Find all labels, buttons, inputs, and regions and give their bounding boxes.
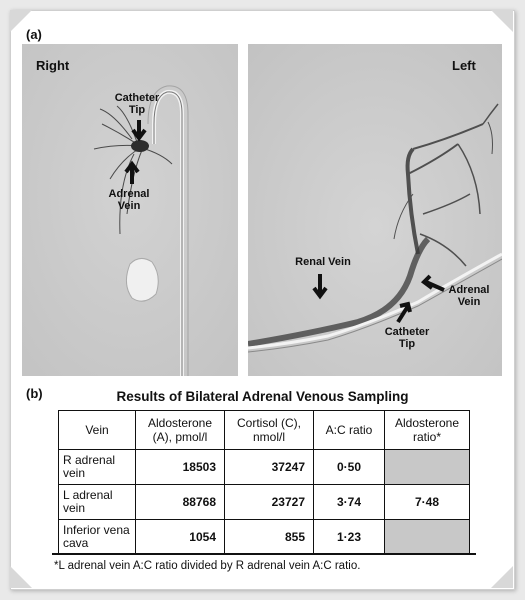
cell-aldosterone-ratio-empty <box>384 519 470 555</box>
table-header-row: Vein Aldosterone (A), pmol/l Cortisol (C… <box>58 410 470 450</box>
cell-ac-ratio: 3·74 <box>313 484 385 520</box>
cell-ac-ratio: 1·23 <box>313 519 385 555</box>
cell-aldosterone-ratio-empty <box>384 449 470 485</box>
cell-aldosterone: 18503 <box>135 449 225 485</box>
cell-cortisol: 855 <box>224 519 314 555</box>
photo-corner-top-right <box>491 10 513 32</box>
cell-vein: L adrenal vein <box>58 484 136 520</box>
panel-b-label: (b) <box>26 386 43 401</box>
cell-ac-ratio: 0·50 <box>313 449 385 485</box>
table-row: Inferior vena cava 1054 855 1·23 <box>58 519 470 555</box>
cell-vein: Inferior vena cava <box>58 519 136 555</box>
cell-aldosterone: 1054 <box>135 519 225 555</box>
left-angiogram-graphic <box>248 44 502 376</box>
table-footnote: *L adrenal vein A:C ratio divided by R a… <box>54 560 361 572</box>
cell-aldosterone: 88768 <box>135 484 225 520</box>
photo-corner-bottom-right <box>491 566 513 588</box>
header-cortisol: Cortisol (C), nmol/l <box>224 410 314 450</box>
right-angiogram-graphic <box>22 44 238 376</box>
left-adrenal-vein-label: Adrenal Vein <box>448 284 490 308</box>
photo-corner-top-left <box>10 10 32 32</box>
header-ac-ratio: A:C ratio <box>313 410 385 450</box>
cell-vein: R adrenal vein <box>58 449 136 485</box>
cell-cortisol: 37247 <box>224 449 314 485</box>
header-vein: Vein <box>58 410 136 450</box>
table-row: L adrenal vein 88768 23727 3·74 7·48 <box>58 484 470 520</box>
right-adrenal-vein-label: Adrenal Vein <box>108 188 150 212</box>
header-aldosterone-ratio: Aldosterone ratio* <box>384 410 470 450</box>
header-aldosterone: Aldosterone (A), pmol/l <box>135 410 225 450</box>
footnote-divider <box>52 553 476 555</box>
right-adrenal-angiogram: Right Catheter Tip Adrenal Vein <box>22 44 238 376</box>
left-side-label: Left <box>452 58 476 73</box>
left-catheter-tip-label: Catheter Tip <box>384 326 430 350</box>
right-side-label: Right <box>36 58 70 73</box>
panel-a-label: (a) <box>26 27 42 42</box>
left-adrenal-angiogram: Left Renal Vein Adrenal Vein Catheter Ti… <box>248 44 502 376</box>
photo-corner-bottom-left <box>10 566 32 588</box>
results-table-title: Results of Bilateral Adrenal Venous Samp… <box>116 389 409 404</box>
left-renal-vein-label: Renal Vein <box>295 256 351 268</box>
cell-aldosterone-ratio: 7·48 <box>384 484 470 520</box>
cell-cortisol: 23727 <box>224 484 314 520</box>
right-catheter-tip-label: Catheter Tip <box>114 92 160 116</box>
results-table: Vein Aldosterone (A), pmol/l Cortisol (C… <box>58 410 470 555</box>
table-row: R adrenal vein 18503 37247 0·50 <box>58 449 470 485</box>
